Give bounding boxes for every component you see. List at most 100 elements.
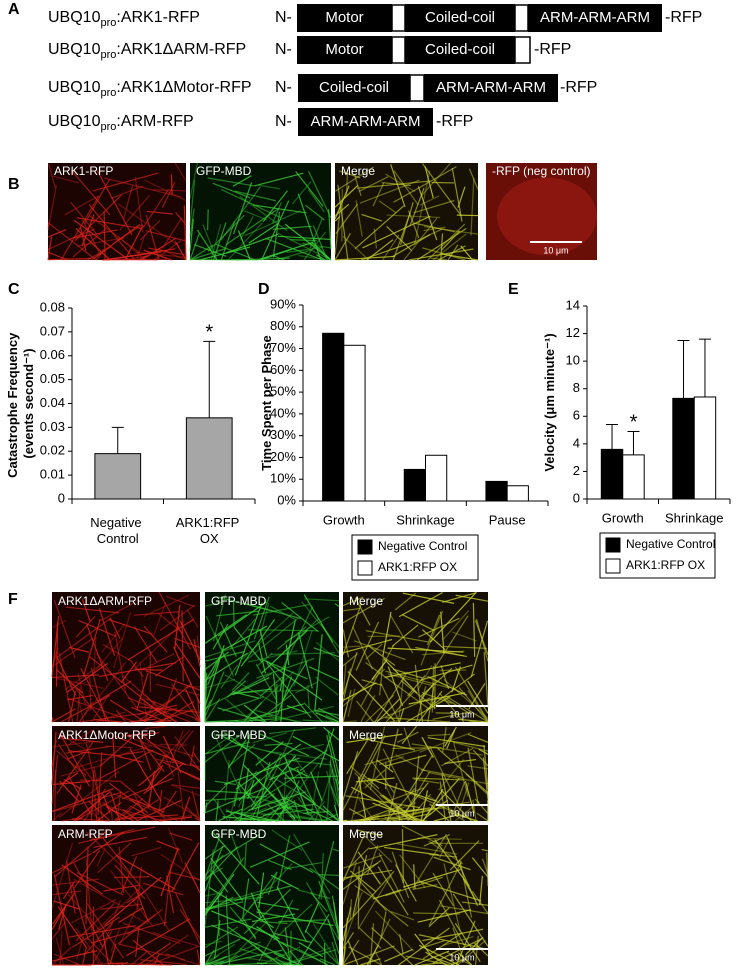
microtubule [156, 840, 180, 851]
image-caption: Merge [349, 594, 383, 608]
microtubule [245, 793, 311, 817]
microtubule [286, 705, 309, 714]
microtubule [177, 730, 194, 751]
microtubule [262, 190, 288, 223]
microtubule [454, 666, 489, 722]
microtubule [158, 816, 193, 822]
microtubule [160, 853, 201, 882]
microtubule [386, 807, 438, 822]
microtubule [417, 186, 438, 241]
microtubule [51, 755, 59, 805]
microtubule [364, 747, 427, 766]
microtubule [256, 962, 304, 966]
error-bar [111, 426, 124, 454]
microtubule [222, 625, 268, 652]
microtubule [346, 733, 403, 743]
microtubule [145, 670, 201, 691]
microtubule [432, 711, 471, 720]
construct-name: UBQ10pro:ARK1ΔARM-RFP [48, 41, 246, 61]
microtubule [467, 747, 479, 804]
microtubule [119, 195, 150, 231]
y-tick-label: 40% [270, 405, 296, 420]
microtubule [51, 619, 67, 629]
microtubule [400, 679, 436, 709]
microtubule [90, 921, 167, 944]
microtubule [259, 629, 268, 657]
microtubule [217, 895, 220, 937]
microtubule [359, 737, 415, 751]
bar [693, 396, 717, 500]
microtubule [438, 245, 466, 261]
microtubule [397, 677, 404, 723]
microtubule [76, 217, 143, 230]
microtubule [93, 767, 104, 822]
microtubule [54, 828, 110, 878]
microtubule [276, 676, 293, 716]
microtubule [100, 903, 141, 910]
microtubule [366, 944, 380, 966]
cell-blob [497, 177, 597, 256]
microtubule [121, 777, 173, 800]
legend-label: Negative Control [378, 539, 467, 553]
microtubule [208, 941, 261, 966]
microtubule [212, 623, 229, 650]
microtubule [365, 630, 429, 643]
microtubule [65, 606, 120, 614]
panel-label: D [258, 281, 270, 298]
microtubule [130, 805, 158, 822]
microtubule [342, 664, 347, 695]
microtubule [204, 781, 230, 808]
y-tick-label: 6 [573, 408, 580, 423]
microtubule [213, 732, 243, 794]
microtubule [452, 927, 464, 959]
microtubule [211, 870, 229, 893]
microtubule [392, 747, 442, 750]
microtubule [342, 668, 386, 707]
microtubule [138, 942, 171, 966]
microtubule [312, 225, 328, 261]
domain-label: ARM-ARM-ARM [311, 113, 421, 130]
microtubule [104, 876, 162, 926]
x-tick-label: Negative Control [90, 515, 145, 546]
microtubule [413, 778, 440, 784]
microtubule [384, 846, 439, 856]
y-tick-label: 12 [566, 325, 580, 340]
linker-gap [514, 4, 529, 32]
microtubule [143, 762, 185, 795]
construct-name: UBQ10pro:ARK1ΔMotor-RFP [48, 79, 252, 99]
microtubule [228, 784, 239, 822]
microtubule [322, 813, 338, 822]
microtubule [376, 698, 401, 723]
microtubule [233, 626, 263, 663]
microtubule [420, 769, 464, 779]
c-terminus: -RFP [560, 79, 597, 96]
microtubule [244, 210, 268, 221]
microtubule [316, 254, 326, 261]
microtubule [293, 800, 302, 822]
microtubules [204, 829, 340, 966]
microtubule [109, 617, 121, 639]
microtubule [425, 673, 475, 711]
microtubule [47, 236, 53, 261]
microtubule [114, 258, 158, 261]
microtubule [414, 950, 450, 966]
microtubule [54, 953, 81, 966]
microtubule [129, 658, 144, 678]
microtubule [162, 735, 182, 774]
microtubule [147, 741, 195, 757]
microtubule [204, 719, 239, 723]
microtubule [126, 732, 160, 736]
microtubule [278, 235, 332, 241]
microtubule [139, 707, 178, 722]
microtubule [438, 758, 465, 791]
microtubule [455, 920, 476, 966]
microtubule [418, 617, 460, 638]
microtubule [270, 728, 296, 781]
microtubule [51, 739, 57, 768]
microtubule [347, 688, 356, 717]
microtubule [284, 616, 330, 643]
microtubule [467, 680, 489, 714]
microtubule [204, 836, 221, 879]
microtubule [118, 846, 125, 894]
